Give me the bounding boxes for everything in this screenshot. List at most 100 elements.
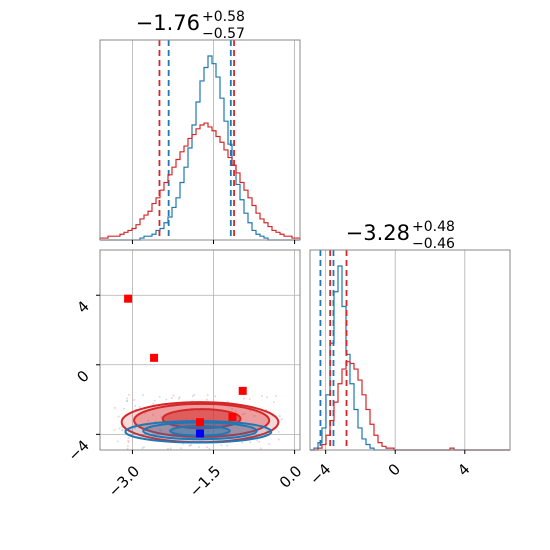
sample-point [214, 395, 217, 398]
sample-point [152, 414, 155, 417]
sample-point [249, 441, 252, 444]
sample-point [141, 394, 144, 397]
title-value: −3.28 [346, 221, 410, 245]
sample-point [205, 398, 208, 401]
sample-point [179, 447, 182, 450]
sample-point [141, 446, 144, 449]
histogram-series-0 [310, 265, 510, 451]
right-x-tick-label: −4 [306, 460, 334, 488]
top-hist-grid [132, 40, 295, 240]
title-upper-error: +0.58 [202, 9, 245, 25]
histogram-series-1 [310, 361, 510, 451]
contour-x-tick-label: −1.5 [186, 462, 224, 500]
top-hist [99, 40, 301, 241]
contour-grid [100, 250, 300, 450]
sample-point [243, 412, 246, 415]
sample-point [126, 445, 129, 448]
sample-point [172, 394, 175, 397]
truth-marker [124, 294, 133, 303]
sample-point [193, 393, 196, 396]
contour-layer [113, 294, 283, 450]
sample-point [260, 395, 263, 398]
contour-x-tick-label: −3.0 [105, 462, 143, 500]
title-lower-error: −0.57 [202, 26, 245, 42]
sample-point [278, 415, 281, 418]
title-upper-error: +0.48 [412, 219, 455, 235]
right-x-tick-label: 0 [385, 460, 404, 479]
sample-point [220, 444, 223, 447]
sample-point [205, 446, 208, 449]
sample-point [258, 440, 261, 443]
sample-point [259, 447, 262, 450]
sample-point [113, 428, 116, 431]
sample-point [160, 429, 163, 432]
sample-point [268, 443, 271, 446]
right-hist-frame [309, 249, 511, 451]
sample-point [173, 429, 176, 432]
sample-point [182, 442, 185, 445]
sample-point [154, 419, 157, 422]
contour-y-tick-label: 4 [73, 297, 92, 316]
sample-point [134, 404, 137, 407]
sample-point [166, 447, 169, 450]
sample-point [253, 414, 256, 417]
sample-point [139, 405, 142, 408]
histogram-series-0 [100, 55, 300, 241]
right-x-tick-label: 4 [454, 460, 473, 479]
sample-point [234, 410, 237, 413]
sample-point [133, 398, 136, 401]
sample-point [147, 419, 150, 422]
sample-point [226, 400, 229, 403]
sample-point [248, 398, 251, 401]
truth-marker [228, 412, 237, 421]
sample-point [165, 398, 168, 401]
sample-point [277, 438, 280, 441]
sample-point [158, 395, 161, 398]
top-hist-frame [99, 39, 301, 241]
sample-point [121, 429, 124, 432]
sample-point [207, 430, 210, 433]
contour-y-tick-label: −4 [64, 436, 92, 464]
sample-point [126, 447, 129, 450]
sample-point [241, 413, 244, 416]
contour-y-tick-label: 0 [73, 367, 92, 386]
truth-marker [150, 353, 159, 362]
sample-point [191, 395, 194, 398]
sample-point [153, 399, 156, 402]
sample-point [231, 407, 234, 410]
right-hist-title: −3.28 +0.48−0.46 [346, 219, 455, 252]
sample-point [242, 397, 245, 400]
sample-point [208, 447, 211, 450]
sample-point [118, 427, 121, 430]
sample-point [272, 401, 275, 404]
sample-point [127, 437, 130, 440]
title-value: −1.76 [136, 11, 200, 35]
right-hist [310, 250, 510, 451]
sample-point [152, 402, 155, 405]
title-lower-error: −0.46 [412, 236, 455, 252]
sample-point [170, 397, 173, 400]
truth-marker [196, 418, 204, 427]
sample-point [188, 444, 191, 447]
sample-point [169, 447, 172, 450]
contour-frame [99, 249, 301, 451]
histogram-series-1 [99, 122, 301, 240]
sample-point [127, 393, 130, 396]
sample-point [280, 418, 283, 421]
sample-point [265, 396, 268, 399]
top-hist-title: −1.76 +0.58−0.57 [136, 9, 245, 42]
sample-point [133, 427, 136, 430]
sample-point [274, 395, 277, 398]
sample-point [126, 397, 129, 400]
truth-marker [196, 429, 204, 438]
sample-point [125, 399, 128, 402]
sample-point [197, 446, 200, 449]
sample-point [122, 407, 125, 410]
sample-point [113, 406, 116, 409]
sample-point [127, 441, 130, 444]
sample-point [249, 409, 252, 412]
sample-point [206, 393, 209, 396]
sample-point [144, 412, 147, 415]
sample-point [241, 441, 244, 444]
